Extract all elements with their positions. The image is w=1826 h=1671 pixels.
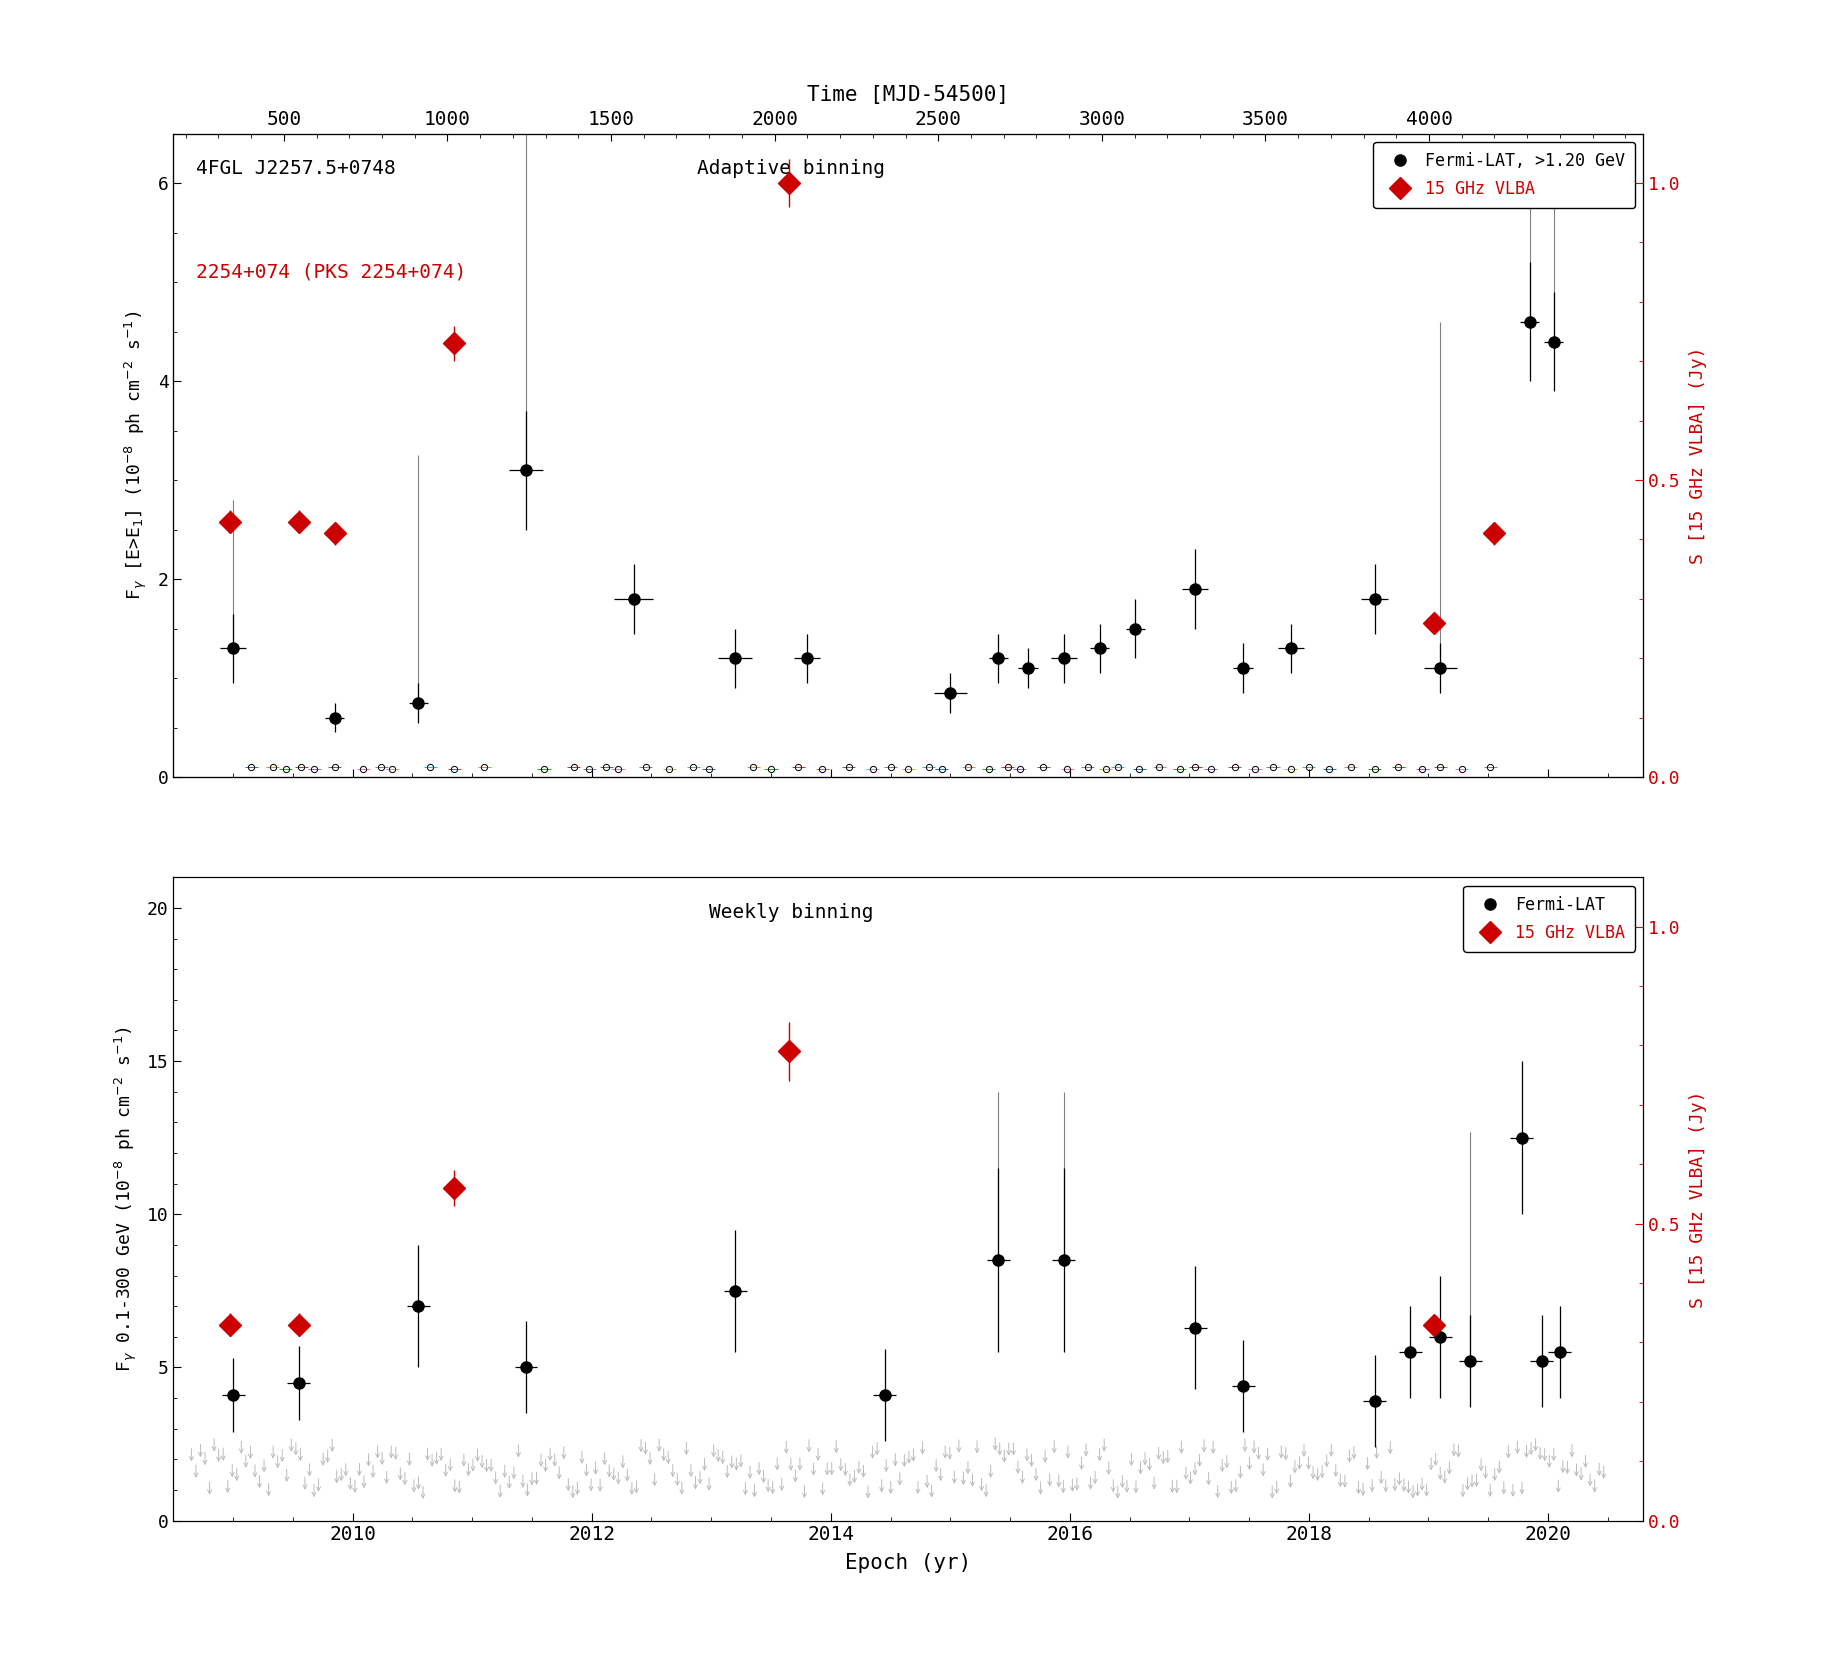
Y-axis label: F$_\gamma$ [E>E$_1$] (10$^{-8}$ ph cm$^{-2}$ s$^{-1}$): F$_\gamma$ [E>E$_1$] (10$^{-8}$ ph cm$^{…	[122, 311, 150, 600]
Text: 2254+074 (PKS 2254+074): 2254+074 (PKS 2254+074)	[195, 262, 466, 281]
Legend: Fermi-LAT, 15 GHz VLBA: Fermi-LAT, 15 GHz VLBA	[1463, 886, 1634, 951]
Text: Adaptive binning: Adaptive binning	[698, 159, 886, 179]
Text: 4FGL J2257.5+0748: 4FGL J2257.5+0748	[195, 159, 394, 179]
Legend: Fermi-LAT, >1.20 GeV, 15 GHz VLBA: Fermi-LAT, >1.20 GeV, 15 GHz VLBA	[1373, 142, 1634, 207]
Y-axis label: S [15 GHz VLBA] (Jy): S [15 GHz VLBA] (Jy)	[1689, 1089, 1707, 1308]
X-axis label: Time [MJD-54500]: Time [MJD-54500]	[807, 85, 1010, 105]
Text: Weekly binning: Weekly binning	[708, 902, 873, 922]
X-axis label: Epoch (yr): Epoch (yr)	[845, 1552, 971, 1572]
Y-axis label: S [15 GHz VLBA] (Jy): S [15 GHz VLBA] (Jy)	[1689, 346, 1707, 565]
Y-axis label: F$_\gamma$ 0.1-300 GeV (10$^{-8}$ ph cm$^{-2}$ s$^{-1}$): F$_\gamma$ 0.1-300 GeV (10$^{-8}$ ph cm$…	[111, 1026, 139, 1372]
